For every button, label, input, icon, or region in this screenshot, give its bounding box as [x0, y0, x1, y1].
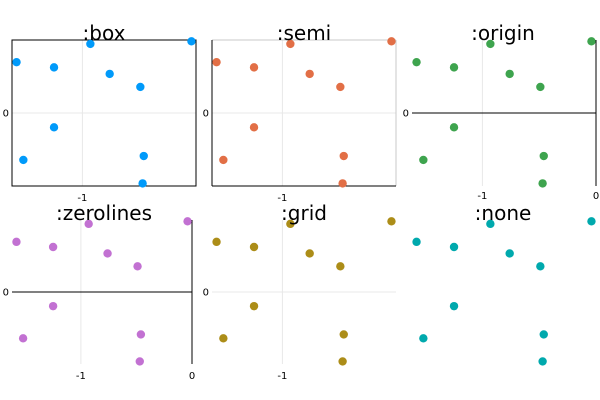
x-tick-label: -1: [277, 193, 287, 204]
data-point: [219, 155, 228, 165]
data-point: [338, 357, 347, 366]
data-point: [305, 249, 314, 258]
data-point: [305, 69, 314, 79]
subplot-title: :origin: [471, 21, 535, 45]
data-point: [412, 57, 421, 67]
subplot-grid: -1 0 :grid: [203, 201, 396, 382]
data-point: [12, 237, 21, 247]
data-point: [139, 151, 148, 161]
axis-frame: [11, 39, 197, 187]
data-point: [505, 249, 514, 258]
data-point: [587, 37, 596, 46]
data-point: [387, 37, 396, 46]
data-point: [136, 330, 146, 339]
x-tick-label: 0: [593, 191, 599, 202]
data-point: [538, 357, 547, 366]
subplot-zerolines: -1 0 0 :zerolines: [3, 201, 196, 382]
y-tick-label: 0: [203, 109, 209, 120]
data-point: [387, 217, 396, 226]
x-tick-label: -1: [76, 371, 86, 382]
data-point: [86, 39, 95, 49]
subplot-title: :semi: [277, 21, 332, 45]
data-point: [587, 217, 596, 226]
subplot-title: :grid: [281, 201, 327, 225]
data-point: [19, 155, 28, 165]
subplot-title: :box: [83, 21, 126, 45]
data-point: [412, 237, 421, 247]
data-point: [48, 301, 58, 311]
data-point: [336, 82, 345, 92]
data-point: [286, 39, 295, 49]
y-tick-label: 0: [3, 288, 9, 299]
data-point: [536, 82, 545, 92]
data-point: [49, 63, 59, 72]
x-tick-label: 0: [189, 371, 195, 382]
data-point: [338, 179, 347, 188]
y-tick-label: 0: [203, 288, 209, 299]
subplot-semi: -1 0 :semi: [203, 21, 397, 204]
x-tick-label: -1: [77, 193, 87, 204]
data-point: [18, 334, 28, 343]
data-point: [249, 301, 259, 311]
data-point: [249, 123, 259, 132]
data-point: [536, 262, 545, 271]
data-point: [339, 151, 348, 161]
subplot-origin: -1 0 0 :origin: [403, 21, 600, 202]
data-point: [505, 69, 514, 79]
data-point: [12, 57, 21, 67]
subplot-box: -1 0 :box: [3, 21, 197, 204]
data-point: [183, 217, 192, 226]
data-point: [249, 242, 259, 252]
data-point: [105, 69, 114, 79]
data-point: [486, 39, 495, 49]
data-point: [419, 334, 428, 343]
data-point: [449, 242, 459, 252]
data-point: [449, 63, 459, 72]
data-point: [449, 301, 459, 311]
data-point: [339, 330, 348, 339]
data-point: [48, 242, 58, 252]
data-point: [286, 219, 295, 229]
data-point: [212, 237, 221, 247]
y-tick-label: 0: [403, 109, 409, 120]
x-tick-label: -1: [477, 191, 487, 202]
data-point: [419, 155, 428, 165]
data-point: [212, 57, 221, 67]
data-point: [538, 179, 547, 188]
data-point: [539, 330, 548, 339]
y-tick-label: 0: [3, 109, 9, 120]
data-point: [449, 123, 459, 132]
data-point: [187, 37, 196, 46]
x-tick-label: -1: [277, 371, 287, 382]
subplot-none: :none: [412, 201, 596, 366]
data-point: [138, 179, 147, 188]
subplot-title: :zerolines: [56, 201, 152, 225]
data-point: [219, 334, 228, 343]
data-point: [486, 219, 495, 229]
data-point: [135, 357, 144, 366]
data-point: [336, 262, 345, 271]
data-point: [539, 151, 548, 161]
data-point: [249, 63, 259, 72]
data-point: [136, 82, 145, 92]
data-point: [49, 123, 59, 132]
data-point: [133, 262, 142, 271]
data-point: [84, 219, 93, 229]
data-point: [103, 249, 112, 258]
subplot-title: :none: [475, 201, 532, 225]
